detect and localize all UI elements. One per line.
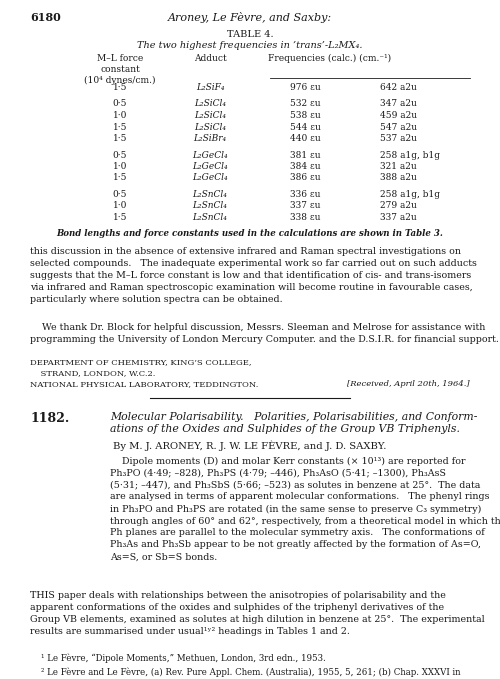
Text: 1·5: 1·5 <box>113 83 127 92</box>
Text: 1·5: 1·5 <box>113 213 127 222</box>
Text: 321 a2u: 321 a2u <box>380 162 417 171</box>
Text: this discussion in the absence of extensive infrared and Raman spectral investig: this discussion in the absence of extens… <box>30 246 477 304</box>
Text: By M. J. ARONEY, R. J. W. LE FÈVRE, and J. D. SAXBY.: By M. J. ARONEY, R. J. W. LE FÈVRE, and … <box>114 441 386 451</box>
Text: [Received, April 20th, 1964.]: [Received, April 20th, 1964.] <box>348 380 470 388</box>
Text: L₂SiCl₄: L₂SiCl₄ <box>194 111 226 120</box>
Text: Frequencies (calc.) (cm.⁻¹): Frequencies (calc.) (cm.⁻¹) <box>268 54 392 63</box>
Text: 336 εu: 336 εu <box>290 190 320 199</box>
Text: 386 εu: 386 εu <box>290 174 320 183</box>
Text: We thank Dr. Block for helpful discussion, Messrs. Sleeman and Melrose for assis: We thank Dr. Block for helpful discussio… <box>30 323 499 344</box>
Text: 1·5: 1·5 <box>113 122 127 132</box>
Text: 337 a2u: 337 a2u <box>380 213 417 222</box>
Text: 388 a2u: 388 a2u <box>380 174 417 183</box>
Text: The two highest frequencies in ’trans’-L₂MX₄.: The two highest frequencies in ’trans’-L… <box>137 41 363 50</box>
Text: L₂SiBr₄: L₂SiBr₄ <box>194 134 226 143</box>
Text: 538 εu: 538 εu <box>290 111 321 120</box>
Text: STRAND, LONDON, W.C.2.: STRAND, LONDON, W.C.2. <box>30 369 156 378</box>
Text: M–L force
constant
(10⁴ dynes/cm.): M–L force constant (10⁴ dynes/cm.) <box>84 54 156 86</box>
Text: L₂SiCl₄: L₂SiCl₄ <box>194 100 226 109</box>
Text: 258 a1g, b1g: 258 a1g, b1g <box>380 190 440 199</box>
Text: L₂SiCl₄: L₂SiCl₄ <box>194 122 226 132</box>
Text: L₂SnCl₄: L₂SnCl₄ <box>192 190 228 199</box>
Text: 459 a2u: 459 a2u <box>380 111 417 120</box>
Text: L₂GeCl₄: L₂GeCl₄ <box>192 162 228 171</box>
Text: 0·5: 0·5 <box>113 190 127 199</box>
Text: Adduct: Adduct <box>194 54 226 63</box>
Text: 0·5: 0·5 <box>113 100 127 109</box>
Text: 440 εu: 440 εu <box>290 134 321 143</box>
Text: 0·5: 0·5 <box>113 151 127 160</box>
Text: 6180: 6180 <box>30 12 61 23</box>
Text: DEPARTMENT OF CHEMISTRY, KING’S COLLEGE,: DEPARTMENT OF CHEMISTRY, KING’S COLLEGE, <box>30 359 252 367</box>
Text: 1·5: 1·5 <box>113 174 127 183</box>
Text: 976 εu: 976 εu <box>290 83 321 92</box>
Text: Bond lengths and force constants used in the calculations are shown in Table 3.: Bond lengths and force constants used in… <box>56 229 444 238</box>
Text: 338 εu: 338 εu <box>290 213 320 222</box>
Text: 279 a2u: 279 a2u <box>380 202 417 210</box>
Text: 1·0: 1·0 <box>113 162 127 171</box>
Text: 544 εu: 544 εu <box>290 122 321 132</box>
Text: Dipole moments (D) and molar Kerr constants (× 10¹³) are reported for
Ph₃PO (4·4: Dipole moments (D) and molar Kerr consta… <box>110 456 500 562</box>
Text: NATIONAL PHYSICAL LABORATORY, TEDDINGTON.: NATIONAL PHYSICAL LABORATORY, TEDDINGTON… <box>30 380 258 388</box>
Text: Aroney, Le Fèvre, and Saxby:: Aroney, Le Fèvre, and Saxby: <box>168 12 332 23</box>
Text: Molecular Polarisability.   Polarities, Polarisabilities, and Conform-: Molecular Polarisability. Polarities, Po… <box>110 411 478 422</box>
Text: 547 a2u: 547 a2u <box>380 122 417 132</box>
Text: 1182.: 1182. <box>30 411 69 424</box>
Text: 642 a2u: 642 a2u <box>380 83 417 92</box>
Text: THIS paper deals with relationships between the anisotropies of polarisability a: THIS paper deals with relationships betw… <box>30 591 485 636</box>
Text: 537 a2u: 537 a2u <box>380 134 417 143</box>
Text: L₂SiF₄: L₂SiF₄ <box>196 83 224 92</box>
Text: L₂SnCl₄: L₂SnCl₄ <box>192 202 228 210</box>
Text: 347 a2u: 347 a2u <box>380 100 417 109</box>
Text: 258 a1g, b1g: 258 a1g, b1g <box>380 151 440 160</box>
Text: 337 εu: 337 εu <box>290 202 320 210</box>
Text: 1·5: 1·5 <box>113 134 127 143</box>
Text: ations of the Oxides and Sulphides of the Group VB Triphenyls.: ations of the Oxides and Sulphides of th… <box>110 424 460 435</box>
Text: L₂GeCl₄: L₂GeCl₄ <box>192 151 228 160</box>
Text: 1·0: 1·0 <box>113 202 127 210</box>
Text: 532 εu: 532 εu <box>290 100 320 109</box>
Text: 384 εu: 384 εu <box>290 162 320 171</box>
Text: ² Le Fèvre and Le Fèvre, (a) Rev. Pure Appl. Chem. (Australia), 1955, 5, 261; (b: ² Le Fèvre and Le Fèvre, (a) Rev. Pure A… <box>30 667 490 679</box>
Text: 1·0: 1·0 <box>113 111 127 120</box>
Text: L₂GeCl₄: L₂GeCl₄ <box>192 174 228 183</box>
Text: 381 εu: 381 εu <box>290 151 320 160</box>
Text: TABLE 4.: TABLE 4. <box>226 30 274 39</box>
Text: L₂SnCl₄: L₂SnCl₄ <box>192 213 228 222</box>
Text: ¹ Le Fèvre, “Dipole Moments,” Methuen, London, 3rd edn., 1953.: ¹ Le Fèvre, “Dipole Moments,” Methuen, L… <box>30 653 326 663</box>
